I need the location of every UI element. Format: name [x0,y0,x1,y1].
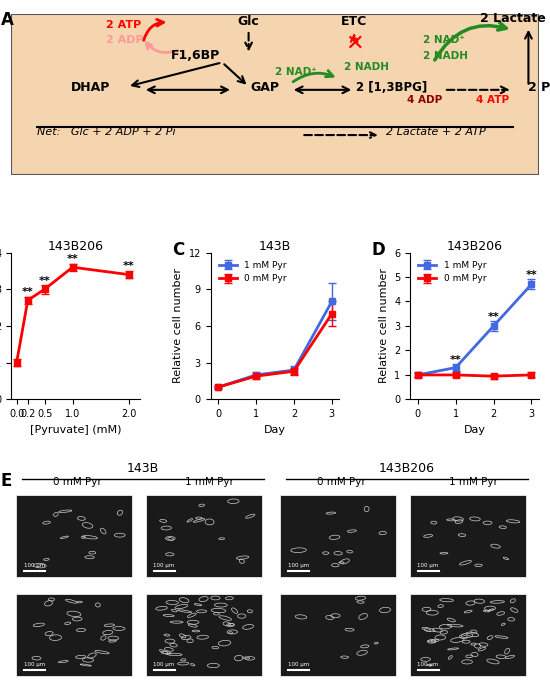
Y-axis label: Relative cell number: Relative cell number [173,269,183,383]
Text: 2 [1,3BPG]: 2 [1,3BPG] [355,81,427,95]
Text: 100 μm: 100 μm [24,662,46,667]
Text: A: A [1,10,13,29]
Title: 143B: 143B [259,239,291,253]
FancyBboxPatch shape [410,594,526,676]
FancyBboxPatch shape [280,594,397,676]
Text: 143B: 143B [127,462,159,475]
Text: 2 Lactate: 2 Lactate [480,12,546,25]
Text: 2 NAD⁺: 2 NAD⁺ [275,68,317,77]
FancyBboxPatch shape [280,495,397,577]
Title: 143B206: 143B206 [447,239,503,253]
FancyBboxPatch shape [146,594,262,676]
Text: 4 ATP: 4 ATP [476,95,509,105]
Text: 100 μm: 100 μm [417,563,439,568]
Text: E: E [1,473,12,491]
Text: **: ** [488,312,499,322]
FancyBboxPatch shape [146,495,262,577]
FancyBboxPatch shape [16,495,133,577]
Text: ETC: ETC [341,15,367,29]
Text: 100 μm: 100 μm [153,563,175,568]
Text: ✕: ✕ [345,33,364,54]
FancyBboxPatch shape [11,14,539,175]
Text: DHAP: DHAP [70,81,110,95]
Text: 2 NADH: 2 NADH [344,63,389,72]
X-axis label: Day: Day [464,425,486,435]
Legend: 1 mM Pyr, 0 mM Pyr: 1 mM Pyr, 0 mM Pyr [415,257,490,287]
Text: 2 ATP: 2 ATP [106,20,141,31]
Text: **: ** [526,270,537,280]
Text: 100 μm: 100 μm [153,662,175,667]
Text: 143B206: 143B206 [379,462,435,475]
Text: 100 μm: 100 μm [417,662,439,667]
Title: 143B206: 143B206 [47,239,103,253]
Text: Net:   Glc + 2 ADP + 2 Pi: Net: Glc + 2 ADP + 2 Pi [37,127,176,137]
Text: 1 mM Pyr: 1 mM Pyr [185,477,233,487]
Text: 100 μm: 100 μm [288,662,310,667]
Text: GAP: GAP [250,81,279,95]
Y-axis label: Relative cell number: Relative cell number [379,269,389,383]
Text: 2 NAD⁺: 2 NAD⁺ [423,35,465,45]
Text: 100 μm: 100 μm [24,563,46,568]
FancyBboxPatch shape [16,594,133,676]
Text: D: D [372,241,386,259]
Text: Glc: Glc [238,15,260,29]
Text: 2 Lactate + 2 ATP: 2 Lactate + 2 ATP [386,127,486,137]
Text: 0 mM Pyr: 0 mM Pyr [53,477,101,487]
Text: 2 NADH: 2 NADH [423,51,468,61]
Text: 4 ADP: 4 ADP [407,95,442,105]
Text: **: ** [39,276,51,286]
Text: 100 μm: 100 μm [288,563,310,568]
Text: **: ** [22,287,34,296]
Legend: 1 mM Pyr, 0 mM Pyr: 1 mM Pyr, 0 mM Pyr [215,257,290,287]
Text: 1 mM Pyr: 1 mM Pyr [449,477,497,487]
Text: **: ** [123,261,134,271]
Text: C: C [172,241,184,259]
X-axis label: [Pyruvate] (mM): [Pyruvate] (mM) [30,425,121,435]
Text: F1,6BP: F1,6BP [171,49,221,62]
X-axis label: Day: Day [264,425,286,435]
FancyBboxPatch shape [410,495,526,577]
Text: 0 mM Pyr: 0 mM Pyr [317,477,365,487]
Text: 2 Pyr: 2 Pyr [529,81,550,95]
Text: **: ** [67,254,79,264]
Text: 2 ADP: 2 ADP [106,35,144,45]
Text: **: ** [450,355,461,365]
